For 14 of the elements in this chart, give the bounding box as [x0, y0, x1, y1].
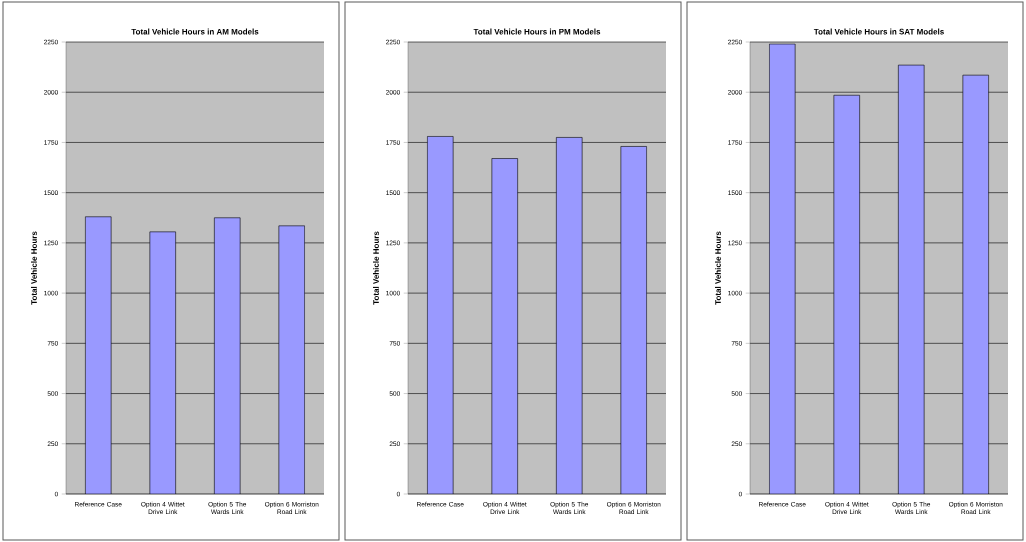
chart-title: Total Vehicle Hours in PM Models: [473, 28, 601, 35]
chart-title: Total Vehicle Hours in SAT Models: [813, 28, 944, 35]
bar: [85, 216, 112, 494]
bar: [833, 94, 860, 494]
bar: [898, 64, 925, 494]
bar: [149, 231, 176, 494]
bar: [278, 225, 305, 494]
bar: [962, 74, 989, 494]
y-axis-title: Total Vehicle Hours: [30, 231, 37, 305]
bar: [769, 43, 796, 494]
y-axis-title: Total Vehicle Hours: [715, 231, 721, 305]
y-axis-title: Total Vehicle Hours: [373, 231, 379, 305]
bar: [214, 217, 241, 494]
chart-title: Total Vehicle Hours in AM Models: [131, 28, 259, 35]
